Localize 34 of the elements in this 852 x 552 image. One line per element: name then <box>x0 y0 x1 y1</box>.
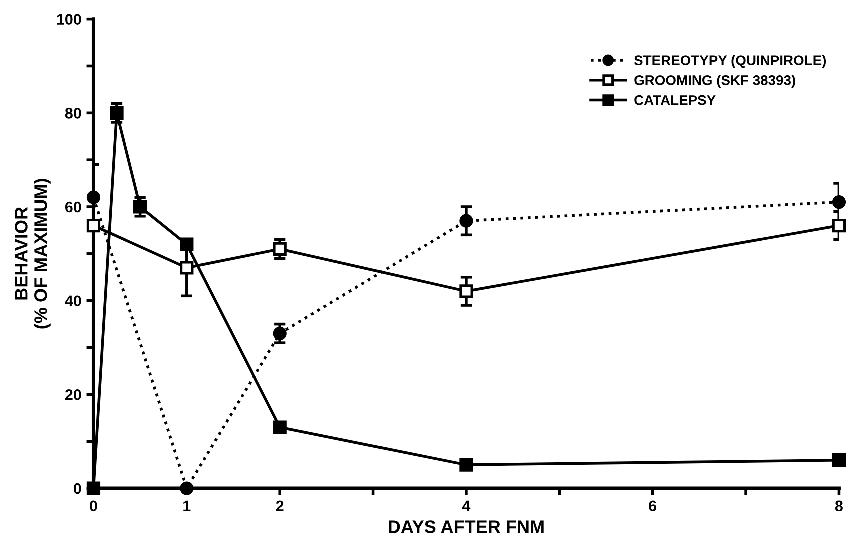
x-tick-label: 0 <box>90 500 98 512</box>
y-tick-label: 0 <box>74 483 82 494</box>
point <box>832 454 846 468</box>
point <box>180 482 194 496</box>
legend-label: STEREOTYPY (QUINPIROLE) <box>634 55 826 68</box>
y-tick-label: 80 <box>65 108 82 119</box>
point <box>134 200 148 214</box>
y-tick-label: 40 <box>65 296 82 307</box>
legend-label: GROOMING (SKF 38393) <box>634 75 796 88</box>
point <box>110 106 124 120</box>
legend-label: CATALEPSY <box>634 95 716 106</box>
point <box>460 458 474 472</box>
point <box>180 238 194 252</box>
point <box>86 218 101 233</box>
point <box>86 482 101 496</box>
y-axis-title: BEHAVIOR (% OF MAXIMUM) <box>15 179 51 329</box>
point <box>832 218 846 233</box>
point <box>273 242 287 256</box>
point <box>460 214 474 228</box>
x-tick-label: 4 <box>462 500 471 512</box>
x-tick-label: 2 <box>276 500 284 512</box>
point <box>273 420 287 434</box>
point <box>273 326 287 340</box>
x-tick-label: 1 <box>184 500 191 512</box>
point <box>460 284 474 298</box>
x-tick-label: 8 <box>835 500 843 512</box>
y-tick-label: 60 <box>65 202 82 213</box>
x-tick-label: 6 <box>649 500 657 512</box>
point <box>832 196 846 210</box>
point <box>180 261 194 275</box>
y-tick-label: 20 <box>65 390 82 400</box>
y-tick-label: 100 <box>57 14 82 26</box>
x-axis-title: DAYS AFTER FNM <box>389 520 544 534</box>
point <box>86 190 101 204</box>
